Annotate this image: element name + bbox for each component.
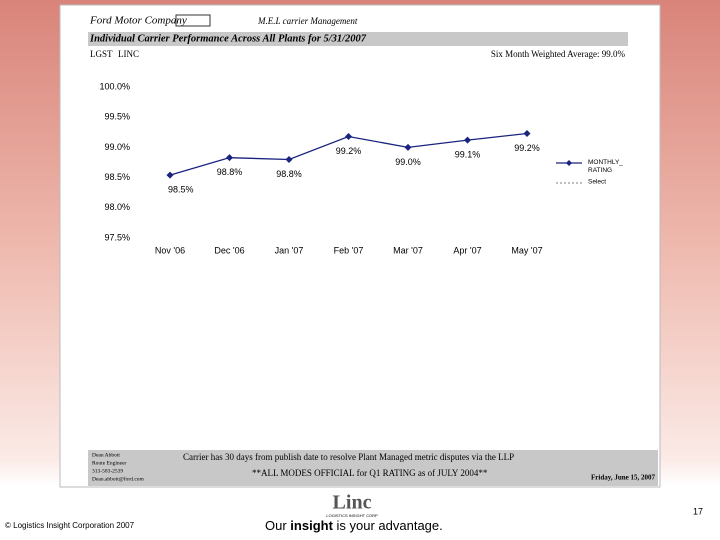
legend-label: Select: [588, 179, 606, 186]
data-label: 99.1%: [455, 150, 481, 160]
y-tick-label: 100.0%: [99, 81, 130, 91]
data-label: 98.8%: [217, 167, 243, 177]
x-tick-label: Nov '06: [155, 245, 185, 255]
data-point: [166, 171, 174, 179]
carrier-code: LGST: [90, 49, 113, 59]
y-tick-label: 99.5%: [104, 112, 130, 122]
data-point: [345, 133, 352, 141]
report-date: Friday, June 15, 2007: [591, 474, 655, 482]
contact-line: 313-583-2539: [92, 468, 123, 474]
x-tick-label: Mar '07: [393, 245, 423, 255]
data-point: [404, 143, 412, 151]
linc-logo: Linc: [333, 492, 372, 514]
report: [59, 4, 661, 488]
x-tick-label: Dec '06: [214, 245, 244, 255]
data-point: [226, 154, 233, 162]
system-name: M.E.L carrier Management: [257, 16, 358, 26]
contact-line: Dean.abbott@ford.com: [92, 475, 145, 482]
x-tick-label: Jan '07: [275, 245, 304, 255]
x-tick-label: Feb '07: [334, 245, 364, 255]
ford-logo: Ford Motor Company: [89, 15, 187, 27]
weighted-average: Six Month Weighted Average: 99.0%: [491, 49, 626, 59]
data-point: [464, 136, 471, 144]
x-tick-label: Apr '07: [453, 245, 481, 255]
logo-box: [175, 14, 211, 27]
y-tick-label: 97.5%: [104, 232, 130, 242]
tagline-part: Our: [265, 518, 290, 533]
notice: Carrier has 30 days from publish date to…: [183, 452, 514, 462]
official-note: **ALL MODES OFFICIAL for Q1 RATING as of…: [252, 468, 488, 478]
data-label: 99.2%: [336, 146, 362, 156]
data-point: [523, 130, 531, 138]
chart: 97.5% 98.0% 98.5% 99.0% 99.5% 100.0% Nov '06 De…: [99, 81, 623, 255]
legend-label-line: RATING: [588, 167, 612, 174]
copyright: © Logistics Insight Corporation 2007: [5, 521, 135, 530]
banner-bar: [88, 32, 628, 46]
x-tick-label: May '07: [511, 245, 542, 255]
legend-marker: [566, 160, 572, 166]
y-tick-label: 98.0%: [104, 202, 130, 212]
footer-bar: [88, 450, 658, 486]
data-label: 98.5%: [168, 185, 194, 195]
data-label: 99.2%: [514, 143, 540, 153]
data-label: 98.8%: [276, 169, 302, 179]
contact-line: Dean Abbott: [92, 452, 120, 458]
data-point: [285, 155, 293, 163]
legend-label: MONTHLY_ RATING: [588, 159, 623, 174]
contact: Dean Abbott Route Engineer 313-583-2539 …: [92, 452, 145, 482]
tagline-part: insight: [290, 518, 333, 533]
tagline: Our insight is your advantage.: [265, 518, 443, 533]
legend-label-line: MONTHLY_: [588, 159, 623, 166]
data-label: 99.0%: [395, 157, 421, 167]
tagline-part: is your advantage.: [333, 518, 443, 533]
y-tick-label: 99.0%: [104, 142, 130, 152]
page-number: 17: [693, 506, 703, 516]
y-tick-label: 98.5%: [104, 172, 130, 182]
linc-logo-sub: LOGISTICS INSIGHT CORP: [326, 513, 378, 518]
banner: Individual Carrier Performance Across Al…: [89, 33, 367, 44]
carrier-name: LINC: [118, 49, 139, 59]
contact-line: Route Engineer: [92, 460, 127, 466]
